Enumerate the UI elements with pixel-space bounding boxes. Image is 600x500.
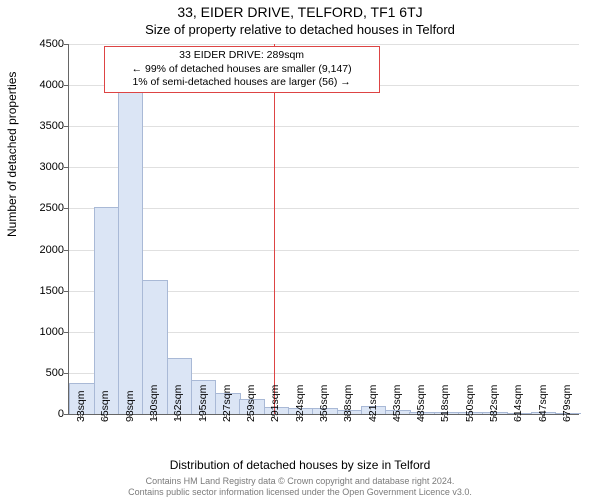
- x-tick-mark: [566, 414, 567, 418]
- y-tick-label: 2000: [24, 244, 64, 256]
- x-tick-label: 550sqm: [464, 385, 476, 422]
- x-tick-label: 130sqm: [148, 385, 160, 422]
- chart-container: 33, EIDER DRIVE, TELFORD, TF1 6TJ Size o…: [0, 0, 600, 500]
- x-tick-label: 356sqm: [318, 385, 330, 422]
- x-tick-label: 518sqm: [439, 385, 451, 422]
- gridline: [69, 126, 579, 127]
- x-tick-mark: [226, 414, 227, 418]
- x-tick-mark: [444, 414, 445, 418]
- plot-area: 33 EIDER DRIVE: 289sqm ← 99% of detached…: [68, 44, 579, 415]
- y-tick-label: 3500: [24, 120, 64, 132]
- x-tick-mark: [396, 414, 397, 418]
- x-tick-label: 259sqm: [245, 385, 257, 422]
- x-tick-label: 679sqm: [561, 385, 573, 422]
- y-tick-label: 3000: [24, 161, 64, 173]
- x-tick-mark: [177, 414, 178, 418]
- x-tick-mark: [80, 414, 81, 418]
- y-tick-label: 1500: [24, 285, 64, 297]
- x-tick-label: 33sqm: [75, 390, 87, 422]
- x-tick-mark: [299, 414, 300, 418]
- gridline: [69, 250, 579, 251]
- chart-title: 33, EIDER DRIVE, TELFORD, TF1 6TJ: [0, 4, 600, 20]
- x-tick-mark: [202, 414, 203, 418]
- x-tick-mark: [542, 414, 543, 418]
- x-tick-label: 324sqm: [294, 385, 306, 422]
- x-tick-label: 647sqm: [537, 385, 549, 422]
- x-tick-label: 485sqm: [415, 385, 427, 422]
- y-tick-label: 0: [24, 408, 64, 420]
- x-tick-label: 291sqm: [269, 385, 281, 422]
- y-tick-label: 1000: [24, 326, 64, 338]
- y-tick-label: 500: [24, 367, 64, 379]
- x-tick-mark: [493, 414, 494, 418]
- x-tick-mark: [372, 414, 373, 418]
- x-tick-mark: [420, 414, 421, 418]
- x-tick-label: 227sqm: [221, 385, 233, 422]
- x-tick-label: 614sqm: [512, 385, 524, 422]
- x-tick-mark: [104, 414, 105, 418]
- footer-line2: Contains public sector information licen…: [0, 487, 600, 498]
- footer-text: Contains HM Land Registry data © Crown c…: [0, 476, 600, 498]
- x-tick-label: 388sqm: [342, 385, 354, 422]
- x-tick-label: 162sqm: [172, 385, 184, 422]
- gridline: [69, 167, 579, 168]
- gridline: [69, 44, 579, 45]
- x-tick-mark: [250, 414, 251, 418]
- histogram-bar: [94, 207, 119, 414]
- x-tick-mark: [274, 414, 275, 418]
- x-tick-label: 582sqm: [488, 385, 500, 422]
- x-tick-mark: [469, 414, 470, 418]
- x-tick-mark: [129, 414, 130, 418]
- x-tick-mark: [153, 414, 154, 418]
- annotation-line1: 33 EIDER DRIVE: 289sqm: [111, 49, 373, 63]
- chart-subtitle: Size of property relative to detached ho…: [0, 22, 600, 37]
- y-tick-label: 4000: [24, 79, 64, 91]
- x-axis-label: Distribution of detached houses by size …: [0, 458, 600, 472]
- x-tick-mark: [347, 414, 348, 418]
- footer-line1: Contains HM Land Registry data © Crown c…: [0, 476, 600, 487]
- x-tick-mark: [517, 414, 518, 418]
- y-axis-label: Number of detached properties: [5, 72, 19, 237]
- x-tick-label: 65sqm: [99, 390, 111, 422]
- reference-line: [274, 44, 275, 414]
- x-tick-label: 421sqm: [367, 385, 379, 422]
- x-tick-mark: [323, 414, 324, 418]
- y-tick-label: 4500: [24, 38, 64, 50]
- x-tick-label: 195sqm: [197, 385, 209, 422]
- annotation-box: 33 EIDER DRIVE: 289sqm ← 99% of detached…: [104, 46, 380, 93]
- histogram-bar: [118, 84, 143, 414]
- x-tick-label: 98sqm: [124, 390, 136, 422]
- y-tick-label: 2500: [24, 202, 64, 214]
- annotation-line3: 1% of semi-detached houses are larger (5…: [111, 76, 373, 90]
- annotation-line2: ← 99% of detached houses are smaller (9,…: [111, 63, 373, 77]
- x-tick-label: 453sqm: [391, 385, 403, 422]
- gridline: [69, 208, 579, 209]
